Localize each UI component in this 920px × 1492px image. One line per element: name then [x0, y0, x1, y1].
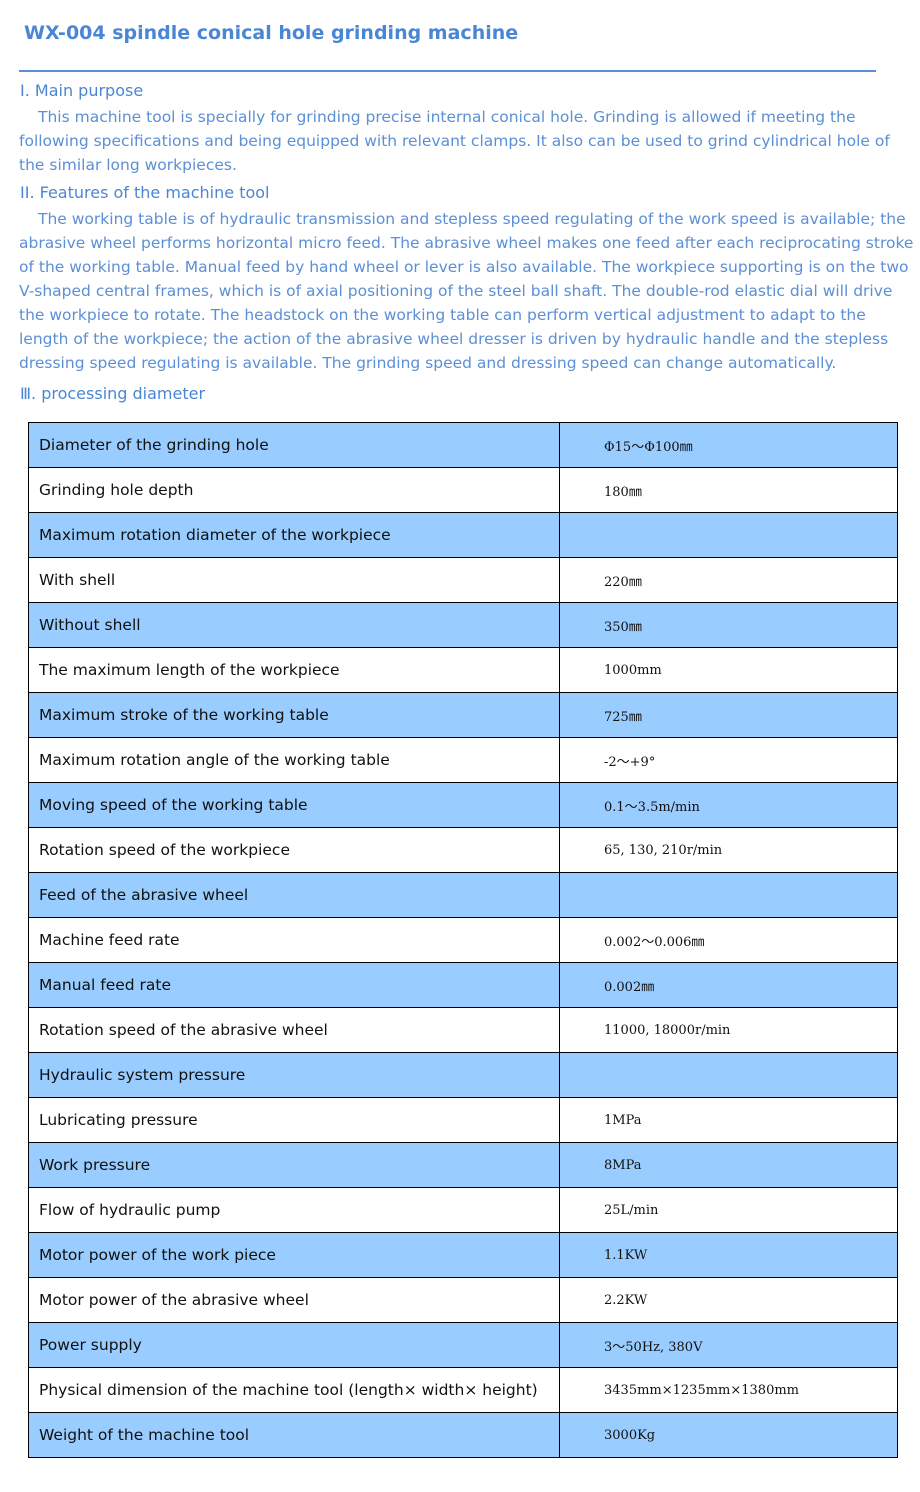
spec-label: Flow of hydraulic pump — [28, 1187, 560, 1233]
spec-value: 25L/min — [559, 1187, 898, 1233]
table-row: Rotation speed of the workpiece 65, 130, … — [28, 827, 898, 873]
table-row: Power supply 3～50Hz, 380V — [28, 1322, 898, 1368]
spec-value: 3000Kg — [559, 1412, 898, 1458]
table-row: Motor power of the work piece 1.1KW — [28, 1232, 898, 1278]
spec-value: 65, 130, 210r/min — [559, 827, 898, 873]
spec-label: Motor power of the abrasive wheel — [28, 1277, 560, 1323]
section-heading: I. Main purpose — [20, 81, 144, 100]
spec-label: Motor power of the work piece — [28, 1232, 560, 1278]
spec-label: Maximum stroke of the working table — [28, 692, 560, 738]
table-row: Maximum rotation diameter of the workpie… — [28, 512, 898, 558]
spec-label: Rotation speed of the workpiece — [28, 827, 560, 873]
table-row: Hydraulic system pressure — [28, 1052, 898, 1098]
spec-value — [559, 872, 898, 918]
spec-label: Diameter of the grinding hole — [28, 422, 560, 468]
spec-label: Physical dimension of the machine tool (… — [28, 1367, 560, 1413]
spec-label: Without shell — [28, 602, 560, 648]
spec-label: Maximum rotation diameter of the workpie… — [28, 512, 560, 558]
spec-value: 725㎜ — [559, 692, 898, 738]
spec-value: 3～50Hz, 380V — [559, 1322, 898, 1368]
spec-label: With shell — [28, 557, 560, 603]
spec-value — [559, 1052, 898, 1098]
spec-value: Φ15～Φ100㎜ — [559, 422, 898, 468]
spec-value: -2～+9° — [559, 737, 898, 783]
spec-label: Hydraulic system pressure — [28, 1052, 560, 1098]
spec-label: Feed of the abrasive wheel — [28, 872, 560, 918]
table-row: Maximum stroke of the working table 725㎜ — [28, 692, 898, 738]
section-heading: II. Features of the machine tool — [20, 183, 270, 202]
spec-label: Weight of the machine tool — [28, 1412, 560, 1458]
spec-table: Diameter of the grinding hole Φ15～Φ100㎜ Gr… — [28, 422, 898, 1458]
table-row: Work pressure 8MPa — [28, 1142, 898, 1188]
section-text: The working table is of hydraulic transm… — [19, 210, 914, 372]
spec-label: Moving speed of the working table — [28, 782, 560, 828]
spec-value: 8MPa — [559, 1142, 898, 1188]
table-row: Lubricating pressure 1MPa — [28, 1097, 898, 1143]
divider — [19, 70, 876, 72]
spec-label: The maximum length of the workpiece — [28, 647, 560, 693]
table-row: Motor power of the abrasive wheel 2.2KW — [28, 1277, 898, 1323]
spec-label: Manual feed rate — [28, 962, 560, 1008]
table-row: Moving speed of the working table 0.1～3.5… — [28, 782, 898, 828]
table-row: Feed of the abrasive wheel — [28, 872, 898, 918]
spec-label: Rotation speed of the abrasive wheel — [28, 1007, 560, 1053]
spec-value — [559, 512, 898, 558]
spec-value: 1MPa — [559, 1097, 898, 1143]
page-title: WX-004 spindle conical hole grinding mac… — [24, 22, 519, 44]
table-row: Grinding hole depth 180㎜ — [28, 467, 898, 513]
spec-label: Maximum rotation angle of the working ta… — [28, 737, 560, 783]
spec-label: Lubricating pressure — [28, 1097, 560, 1143]
spec-value: 11000, 18000r/min — [559, 1007, 898, 1053]
table-row: Weight of the machine tool 3000Kg — [28, 1412, 898, 1458]
spec-value: 220㎜ — [559, 557, 898, 603]
spec-value: 1.1KW — [559, 1232, 898, 1278]
table-row: Without shell 350㎜ — [28, 602, 898, 648]
spec-value: 3435mm×1235mm×1380mm — [559, 1367, 898, 1413]
table-row: Diameter of the grinding hole Φ15～Φ100㎜ — [28, 422, 898, 468]
spec-value: 350㎜ — [559, 602, 898, 648]
spec-value: 2.2KW — [559, 1277, 898, 1323]
spec-label: Power supply — [28, 1322, 560, 1368]
spec-value: 0.002～0.006㎜ — [559, 917, 898, 963]
table-row: Manual feed rate 0.002㎜ — [28, 962, 898, 1008]
table-row: With shell 220㎜ — [28, 557, 898, 603]
table-row: The maximum length of the workpiece 1000m… — [28, 647, 898, 693]
table-row: Machine feed rate 0.002～0.006㎜ — [28, 917, 898, 963]
spec-value: 180㎜ — [559, 467, 898, 513]
spec-value: 0.002㎜ — [559, 962, 898, 1008]
table-row: Flow of hydraulic pump 25L/min — [28, 1187, 898, 1233]
table-row: Maximum rotation angle of the working ta… — [28, 737, 898, 783]
table-row: Physical dimension of the machine tool (… — [28, 1367, 898, 1413]
spec-value: 0.1～3.5m/min — [559, 782, 898, 828]
section-text: This machine tool is specially for grind… — [19, 108, 890, 174]
table-row: Rotation speed of the abrasive wheel 1100… — [28, 1007, 898, 1053]
spec-label: Grinding hole depth — [28, 467, 560, 513]
spec-value: 1000mm — [559, 647, 898, 693]
spec-label: Work pressure — [28, 1142, 560, 1188]
spec-label: Machine feed rate — [28, 917, 560, 963]
section-heading: Ⅲ. processing diameter — [20, 384, 206, 403]
